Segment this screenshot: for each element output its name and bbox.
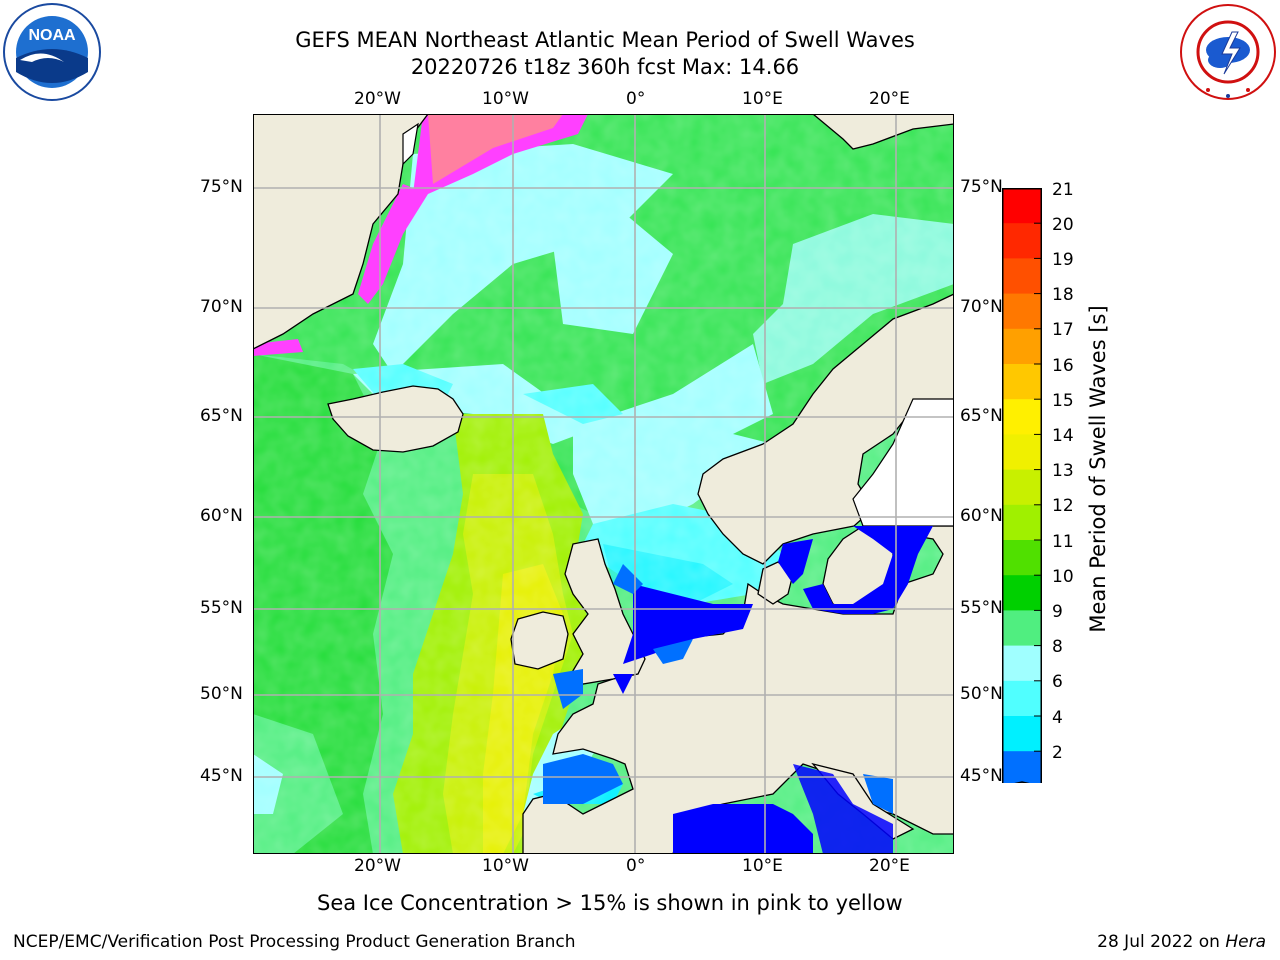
- footer-host: Hera: [1225, 932, 1266, 952]
- lon-label-top-10e: 10°E: [742, 89, 783, 109]
- lat-label-right-60n: 60°N: [960, 506, 1003, 526]
- colorbar-segment: [1002, 540, 1042, 576]
- map-panel: [253, 114, 954, 854]
- footer-org: NCEP/EMC/Verification Post Processing Pr…: [13, 932, 576, 952]
- sea-ice-caption: Sea Ice Concentration > 15% is shown in …: [317, 891, 903, 915]
- lat-label-left-50n: 50°N: [200, 684, 243, 704]
- cbar-tick-18: 18: [1052, 285, 1074, 305]
- cbar-tick-6: 6: [1052, 672, 1063, 692]
- cbar-tick-15: 15: [1052, 391, 1074, 411]
- lat-label-right-70n: 70°N: [960, 297, 1003, 317]
- colorbar-segment: [1002, 399, 1042, 435]
- lat-label-left-45n: 45°N: [200, 766, 243, 786]
- lat-label-right-45n: 45°N: [960, 766, 1003, 786]
- cbar-tick-9: 9: [1052, 602, 1063, 622]
- colorbar-segment: [1002, 610, 1042, 647]
- colorbar-segment: [1002, 469, 1042, 506]
- colorbar-segment: [1002, 645, 1042, 682]
- nws-logo: [1178, 2, 1278, 102]
- lon-label-bottom-10e: 10°E: [742, 856, 783, 876]
- lat-label-right-75n: 75°N: [960, 177, 1003, 197]
- lat-label-right-55n: 55°N: [960, 598, 1003, 618]
- cbar-tick-11: 11: [1052, 532, 1074, 552]
- no-data-areas: [402, 122, 954, 527]
- cbar-tick-13: 13: [1052, 461, 1074, 481]
- lat-label-right-50n: 50°N: [960, 684, 1003, 704]
- footer-date: 28 Jul 2022 on Hera: [1097, 932, 1266, 952]
- lon-label-top-20w: 20°W: [354, 89, 401, 109]
- colorbar-segment: [1002, 293, 1042, 330]
- lon-label-bottom-20w: 20°W: [354, 856, 401, 876]
- footer-date-text: 28 Jul 2022 on: [1097, 932, 1226, 952]
- colorbar-segment: [1002, 328, 1042, 365]
- colorbar-segment: [1002, 188, 1042, 224]
- noaa-logo-text: NOAA: [28, 27, 76, 44]
- lon-label-bottom-0: 0°: [626, 856, 646, 876]
- cbar-tick-17: 17: [1052, 320, 1074, 340]
- cbar-tick-4: 4: [1052, 708, 1063, 728]
- lat-label-left-75n: 75°N: [200, 177, 243, 197]
- cbar-tick-10: 10: [1052, 567, 1074, 587]
- colorbar-segment: [1002, 716, 1042, 752]
- lon-label-top-10w: 10°W: [482, 89, 529, 109]
- lat-label-right-65n: 65°N: [960, 406, 1003, 426]
- lon-label-top-20e: 20°E: [869, 89, 910, 109]
- colorbar-segment: [1002, 680, 1042, 717]
- lon-label-bottom-10w: 10°W: [482, 856, 529, 876]
- colorbar-segment: [1002, 364, 1042, 400]
- graticule: [253, 114, 954, 854]
- lat-label-left-55n: 55°N: [200, 598, 243, 618]
- lat-label-left-70n: 70°N: [200, 297, 243, 317]
- cbar-tick-8: 8: [1052, 637, 1063, 657]
- colorbar-segment: [1002, 258, 1042, 295]
- lat-label-left-65n: 65°N: [200, 406, 243, 426]
- lon-label-bottom-20e: 20°E: [869, 856, 910, 876]
- colorbar-segment: [1002, 504, 1042, 541]
- chart-subtitle: 20220726 t18z 360h fcst Max: 14.66: [410, 55, 800, 79]
- lat-label-left-60n: 60°N: [200, 506, 243, 526]
- lon-label-top-0: 0°: [626, 89, 646, 109]
- colorbar-segment: [1002, 223, 1042, 259]
- colorbar-segment: [1002, 751, 1042, 787]
- cbar-tick-20: 20: [1052, 215, 1074, 235]
- colorbar-label-text: Mean Period of Swell Waves [s]: [1086, 305, 1110, 633]
- cbar-tick-14: 14: [1052, 426, 1074, 446]
- colorbar-segment: [1002, 575, 1042, 611]
- cbar-tick-19: 19: [1052, 250, 1074, 270]
- cbar-tick-16: 16: [1052, 356, 1074, 376]
- colorbar: [1002, 187, 1042, 788]
- cbar-tick-21: 21: [1052, 180, 1074, 200]
- cbar-tick-12: 12: [1052, 496, 1074, 516]
- chart-title: GEFS MEAN Northeast Atlantic Mean Period…: [295, 28, 915, 52]
- colorbar-segment: [1002, 434, 1042, 471]
- noaa-logo: NOAA: [2, 2, 102, 102]
- cbar-tick-2: 2: [1052, 743, 1063, 763]
- enclosed-seas: [543, 526, 933, 854]
